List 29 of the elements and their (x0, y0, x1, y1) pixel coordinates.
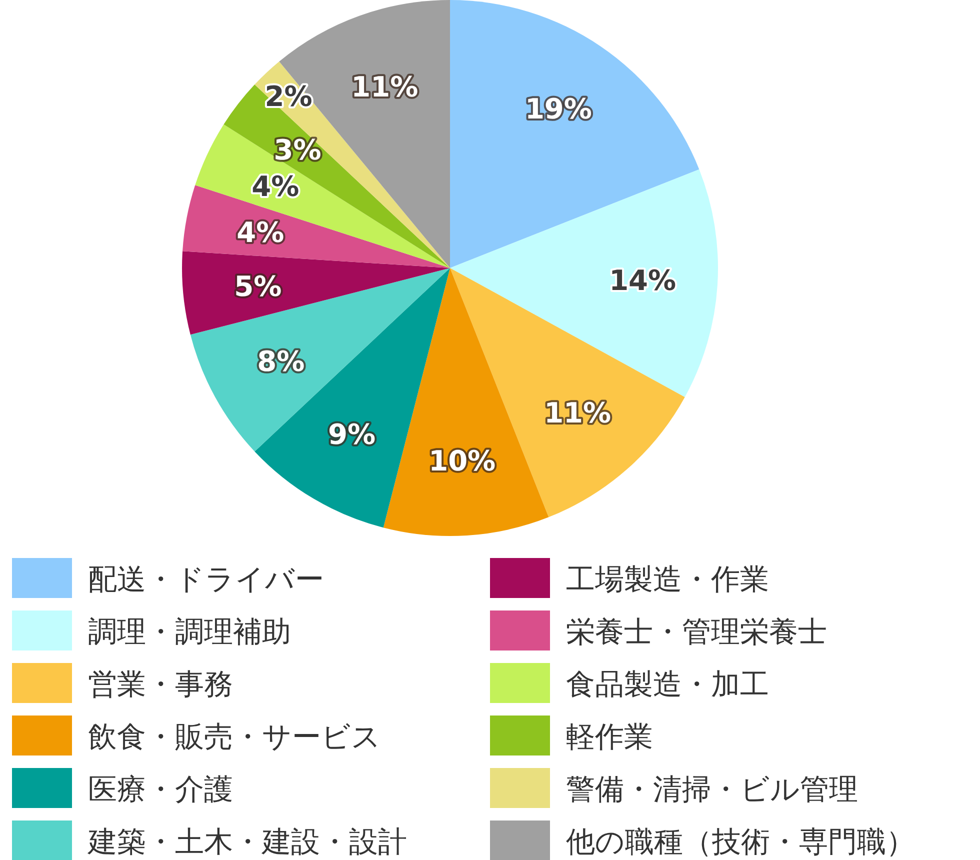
legend-label: 栄養士・管理栄養士 (566, 614, 827, 648)
data-label: 5% (234, 270, 282, 304)
legend-label: 配送・ドライバー (88, 562, 324, 596)
data-label: 14% (609, 264, 676, 298)
legend-label: 調理・調理補助 (88, 614, 291, 648)
data-label: 8% (257, 344, 305, 378)
legend-label: 他の職種（技術・専門職） (566, 824, 915, 858)
data-label: 11% (351, 70, 418, 104)
data-label: 11% (544, 396, 612, 430)
pie-slice (182, 251, 450, 335)
pie-slice (450, 169, 718, 398)
legend-label: 飲食・販売・サービス (88, 720, 381, 754)
data-label: 10% (428, 444, 496, 478)
data-label: 19% (524, 92, 592, 126)
data-label: 2% (264, 80, 312, 114)
legend-label: 食品製造・加工 (566, 667, 769, 701)
legend-label: 工場製造・作業 (566, 562, 769, 596)
data-label: 9% (328, 418, 376, 452)
data-label: 4% (252, 170, 300, 203)
legend-label: 軽作業 (566, 720, 653, 754)
legend-label: 建築・土木・建設・設計 (87, 824, 407, 858)
data-label: 4% (236, 216, 284, 249)
pie-slice (383, 268, 549, 536)
legend-label: 営業・事務 (88, 667, 233, 701)
pie-slice (190, 268, 450, 452)
pie-slice (450, 0, 700, 268)
legend-label: 警備・清掃・ビル管理 (566, 772, 858, 806)
data-label: 3% (274, 134, 322, 167)
legend-label: 医療・介護 (88, 772, 233, 806)
